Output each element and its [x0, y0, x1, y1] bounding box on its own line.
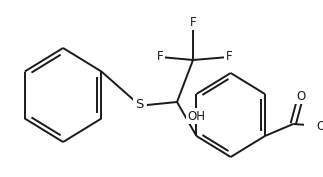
Text: OH: OH	[187, 110, 205, 122]
Text: O: O	[296, 90, 305, 102]
Text: S: S	[135, 98, 143, 112]
Text: F: F	[225, 50, 232, 64]
Text: F: F	[190, 16, 196, 28]
Text: F: F	[157, 50, 163, 64]
Text: O: O	[317, 119, 323, 133]
